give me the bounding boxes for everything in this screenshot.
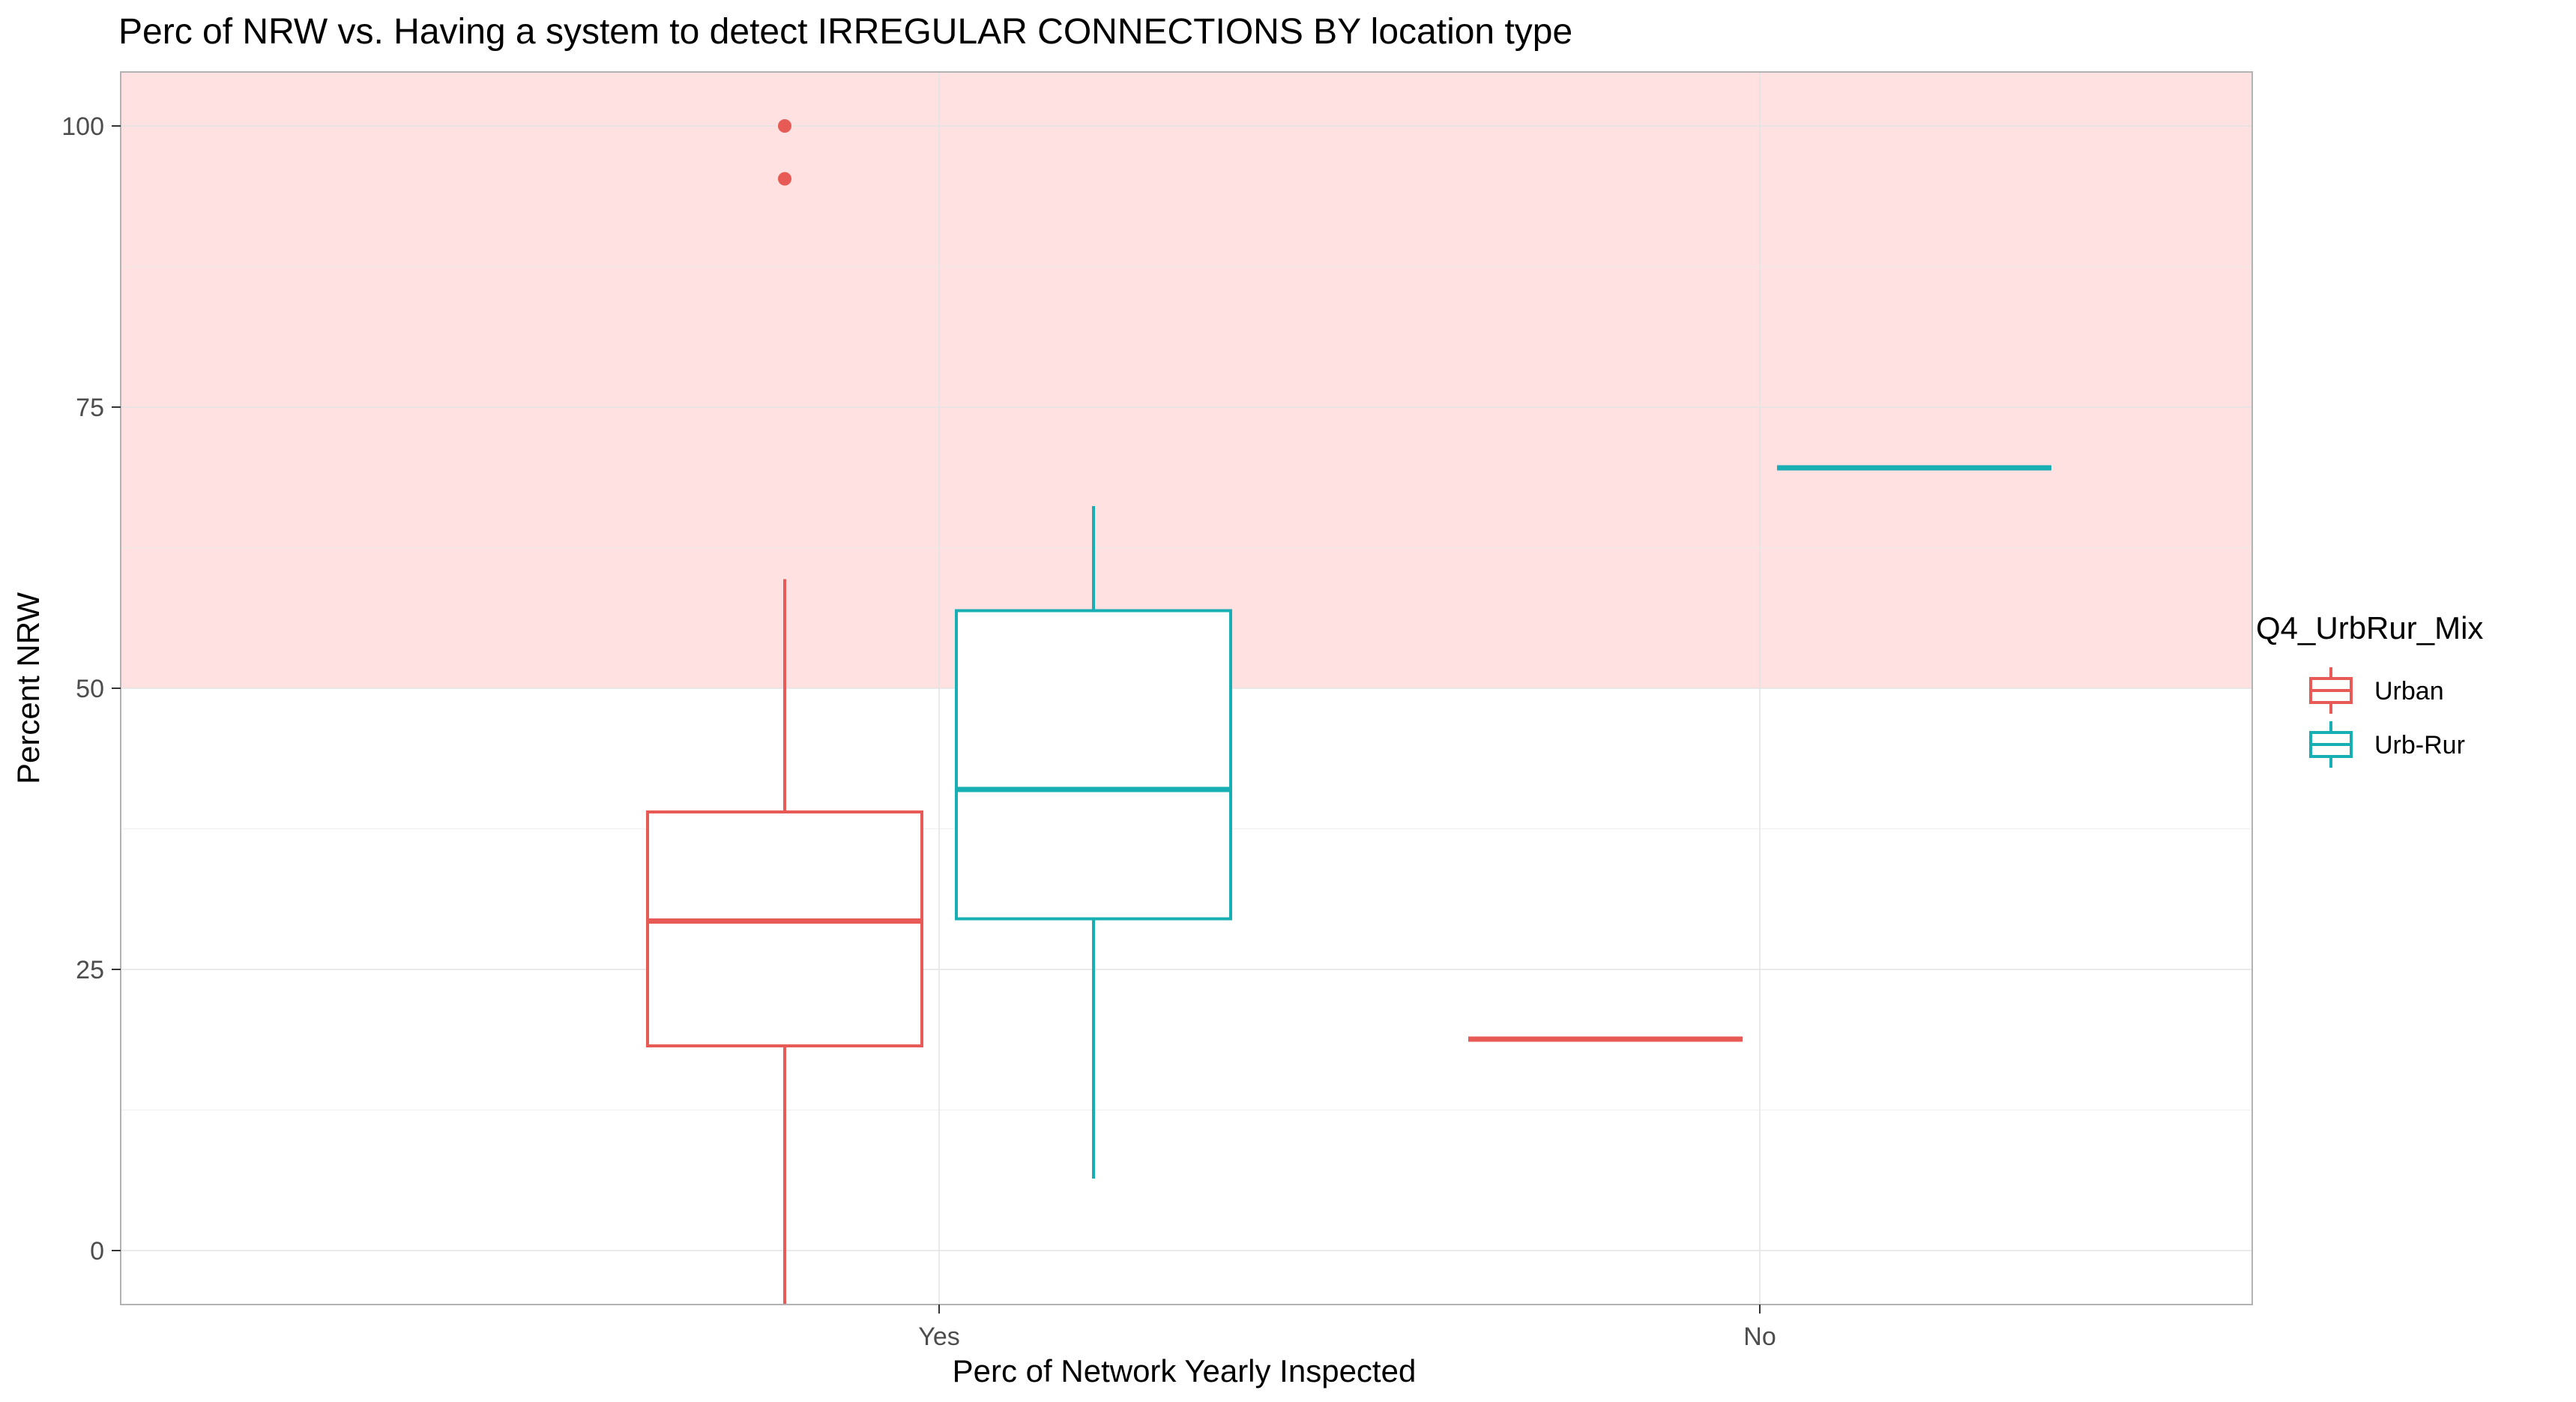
- y-tick-label: 25: [76, 956, 104, 984]
- boxplot-urban-yes: [646, 119, 923, 1305]
- box-iqr: [646, 810, 923, 1047]
- shaded-band: [121, 72, 2252, 688]
- legend-key-urban: [2309, 667, 2353, 714]
- y-tick-label: 50: [76, 675, 104, 703]
- x-axis-label: Perc of Network Yearly Inspected: [953, 1353, 1417, 1389]
- y-tick-label: 0: [90, 1237, 104, 1266]
- x-tick-label: Yes: [918, 1323, 959, 1351]
- legend: Q4_UrbRur_Mix Urban Urb-Rur: [2256, 610, 2483, 768]
- y-tick-label: 100: [61, 112, 104, 141]
- chart-title: Perc of NRW vs. Having a system to detec…: [118, 12, 1572, 52]
- outlier-point: [778, 119, 791, 133]
- y-axis-label: Percent NRW: [10, 592, 46, 784]
- legend-title: Q4_UrbRur_Mix: [2256, 610, 2483, 646]
- legend-label: Urb-Rur: [2374, 731, 2465, 759]
- legend-key-urb-rur: [2309, 721, 2353, 768]
- y-tick-label: 75: [76, 394, 104, 422]
- x-tick-label: No: [1743, 1323, 1776, 1351]
- boxplot-urb-rur-yes: [955, 506, 1232, 1179]
- outlier-point: [778, 172, 791, 186]
- legend-label: Urban: [2374, 677, 2444, 705]
- box-iqr: [955, 609, 1232, 921]
- plot-panel: 0 25 50 75 100 Yes No: [61, 71, 2253, 1351]
